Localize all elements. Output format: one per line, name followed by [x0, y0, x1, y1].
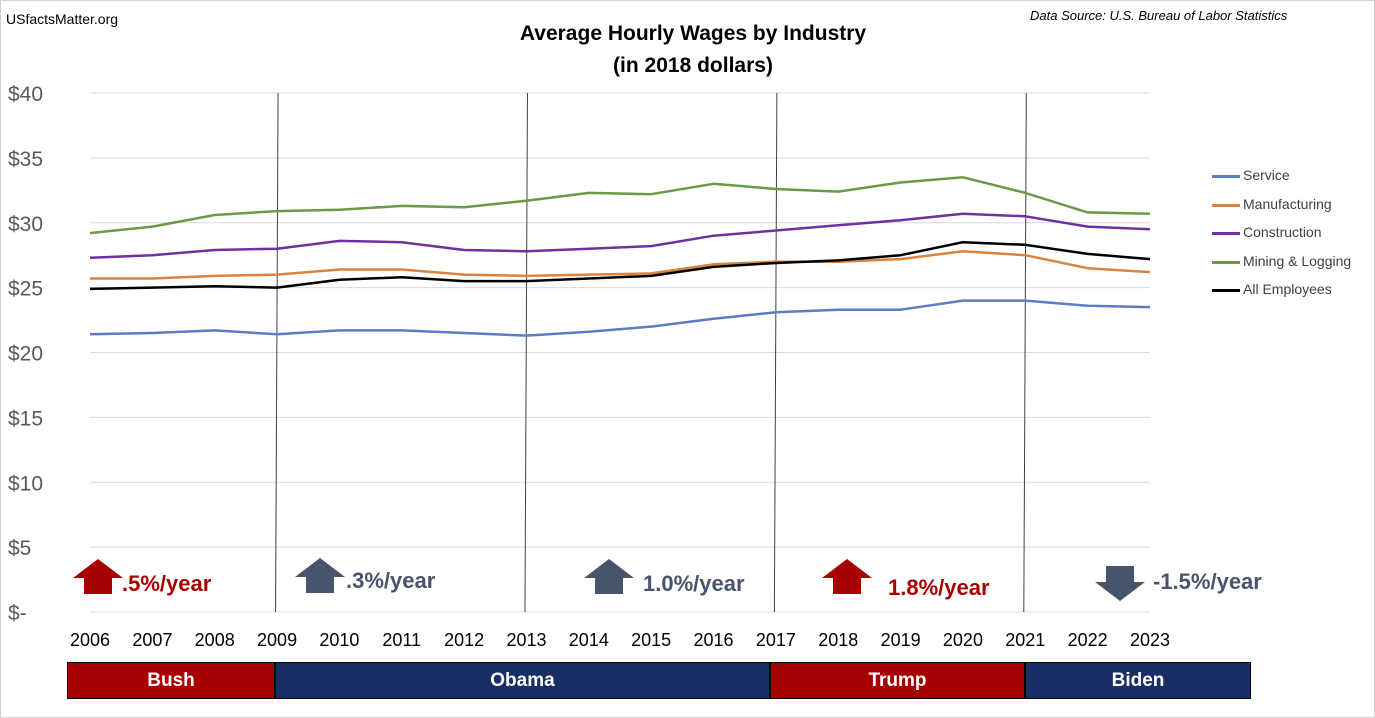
series-line-mining-logging	[89, 176, 1151, 235]
x-tick-label: 2023	[1130, 630, 1170, 650]
rate-annotation: 1.8%/year	[888, 575, 990, 600]
arrow-down-icon	[1095, 566, 1145, 601]
rate-annotation: .5%/year	[122, 571, 212, 596]
legend-label: All Employees	[1243, 281, 1332, 297]
site-label: USfactsMatter.org	[6, 11, 119, 27]
x-tick-label: 2022	[1068, 630, 1108, 650]
y-tick-label: $40	[8, 83, 43, 106]
x-tick-label: 2021	[1005, 630, 1045, 650]
x-tick-label: 2010	[319, 630, 359, 650]
y-tick-label: $35	[8, 148, 43, 171]
legend-swatch	[1212, 175, 1240, 178]
era-obama: Obama	[275, 662, 770, 699]
x-tick-label: 2013	[506, 630, 546, 650]
series-line-service	[89, 299, 1151, 337]
era-divider-line	[773, 92, 778, 613]
era-biden: Biden	[1025, 662, 1251, 699]
rate-annotation: -1.5%/year	[1153, 569, 1262, 594]
y-tick-label: $10	[8, 472, 43, 495]
era-divider-line	[1023, 92, 1027, 613]
arrow-up-icon	[73, 559, 123, 594]
y-tick-label: $5	[8, 537, 31, 560]
arrow-up-icon	[295, 558, 345, 593]
x-tick-label: 2019	[881, 630, 921, 650]
rate-annotation: .3%/year	[346, 568, 436, 593]
x-tick-label: 2006	[70, 630, 110, 650]
series-line-manufacturing	[90, 250, 1151, 280]
arrow-up-icon	[822, 559, 872, 594]
legend-swatch	[1212, 289, 1240, 292]
legend-swatch	[1212, 260, 1240, 264]
x-tick-label: 2011	[382, 630, 421, 650]
era-trump: Trump	[770, 662, 1025, 699]
legend-label: Mining & Logging	[1243, 252, 1352, 269]
x-tick-label: 2020	[943, 630, 983, 650]
y-tick-label: $30	[8, 213, 43, 236]
chart-subtitle: (in 2018 dollars)	[613, 54, 773, 77]
legend-swatch	[1212, 203, 1240, 207]
x-tick-label: 2007	[132, 630, 172, 650]
x-tick-label: 2012	[444, 630, 484, 650]
legend-label: Manufacturing	[1243, 195, 1332, 212]
x-tick-label: 2008	[195, 630, 235, 650]
rate-annotation: 1.0%/year	[643, 571, 745, 596]
y-tick-label: $15	[8, 407, 43, 430]
legend-label: Construction	[1243, 224, 1322, 240]
series-line-all-employees	[89, 240, 1151, 291]
chart-title: Average Hourly Wages by Industry	[519, 22, 867, 45]
legend-swatch	[1212, 232, 1240, 235]
x-tick-label: 2016	[694, 630, 734, 650]
y-tick-label: $25	[8, 278, 43, 301]
x-tick-label: 2017	[756, 630, 796, 650]
x-tick-label: 2015	[631, 630, 671, 650]
era-bush: Bush	[67, 662, 275, 699]
data-source-label: Data Source: U.S. Bureau of Labor Statis…	[1030, 8, 1288, 23]
era-divider-line	[275, 92, 279, 613]
era-divider-line	[524, 92, 528, 613]
y-tick-label: $-	[8, 602, 27, 625]
legend-label: Service	[1243, 167, 1290, 183]
y-tick-label: $20	[8, 343, 43, 366]
series-line-construction	[89, 212, 1151, 260]
arrow-up-icon	[584, 559, 634, 594]
x-tick-label: 2014	[569, 630, 609, 650]
x-tick-label: 2009	[257, 630, 297, 650]
x-tick-label: 2018	[818, 630, 858, 650]
